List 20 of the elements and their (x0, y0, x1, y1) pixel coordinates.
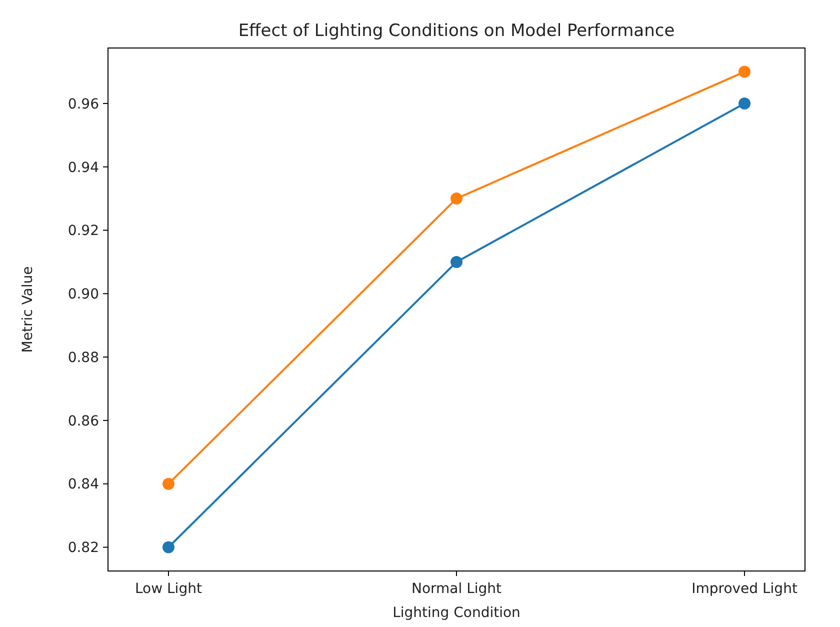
point (450, 192, 462, 205)
y-tick-label: 0.90 (68, 286, 99, 303)
y-tick-label: 0.86 (68, 413, 100, 430)
point (738, 97, 751, 110)
y-tick-label: 0.84 (68, 476, 100, 493)
y-tick-label: 0.96 (68, 96, 100, 112)
x-tick-label: Low Light (135, 581, 202, 597)
chart-title: Effect of Lighting Conditions on Model Performance (238, 21, 675, 41)
x-axis-title: Lighting Condition (392, 605, 520, 621)
y-tick-label: 0.88 (68, 350, 99, 366)
x-tick-label: Normal Light (411, 581, 502, 597)
y-tick-label: 0.82 (68, 540, 99, 556)
x-tick-label: Improved Light (692, 581, 798, 597)
y-axis-title: Metric Value (20, 266, 36, 353)
point (738, 66, 751, 78)
y-tick-label: 0.92 (68, 223, 99, 240)
point (162, 478, 174, 490)
point (162, 541, 174, 554)
point (450, 256, 462, 268)
y-tick-label: 0.94 (68, 160, 100, 176)
